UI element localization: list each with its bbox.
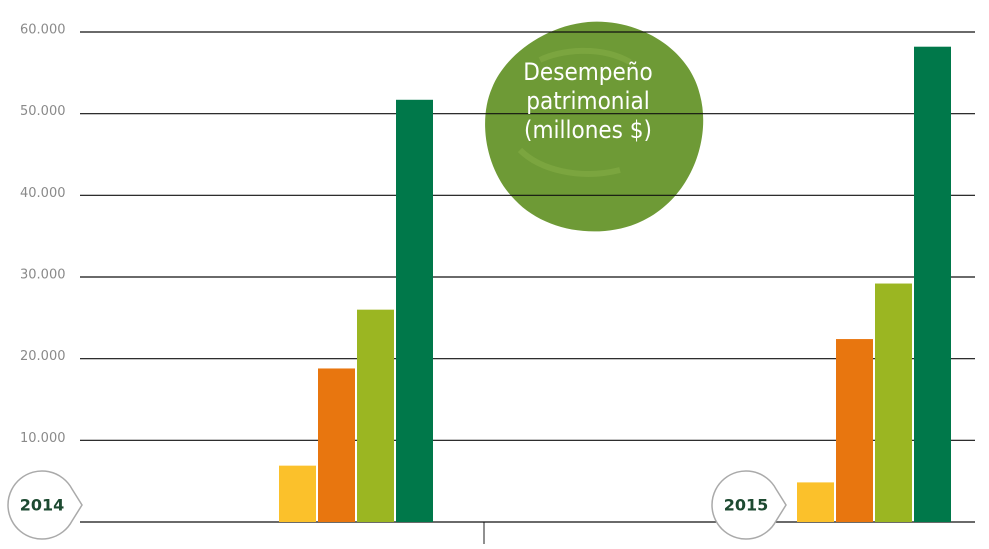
bar [279, 465, 316, 522]
bar [875, 283, 912, 522]
bar [797, 482, 834, 522]
y-tick-label: 60.000 [20, 23, 66, 38]
y-tick-label: 30.000 [20, 268, 66, 283]
bar [914, 46, 951, 522]
y-tick-label: 40.000 [20, 186, 66, 201]
blob-texture [517, 47, 632, 177]
bar [357, 309, 394, 522]
category-label: 2014 [20, 496, 65, 515]
y-tick-label: 50.000 [20, 104, 66, 119]
category-bubble [7, 470, 83, 540]
bar [318, 368, 355, 522]
y-tick-label: 20.000 [20, 349, 66, 364]
title-blob [485, 21, 704, 232]
bar [396, 99, 433, 523]
y-tick-label: 10.000 [20, 431, 66, 446]
category-label: 2015 [724, 496, 769, 515]
category-bubble [711, 470, 787, 540]
chart-title: Desempeño patrimonial (millones $) [523, 58, 653, 144]
bar [836, 339, 873, 522]
